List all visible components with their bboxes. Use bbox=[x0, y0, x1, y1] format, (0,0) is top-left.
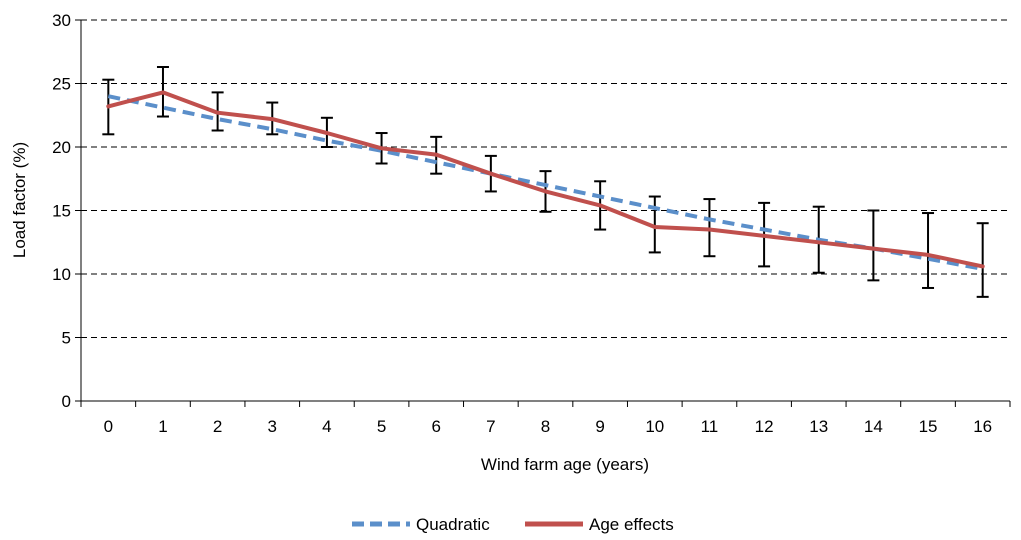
x-tick-label: 7 bbox=[486, 417, 495, 436]
x-tick-label: 0 bbox=[104, 417, 113, 436]
legend: Quadratic Age effects bbox=[352, 515, 674, 534]
y-axis-ticks: 0 5 10 15 20 25 30 bbox=[52, 11, 81, 411]
x-tick-label: 3 bbox=[268, 417, 277, 436]
x-tick-label: 11 bbox=[701, 417, 719, 436]
axes bbox=[80, 20, 1010, 402]
x-tick-label: 9 bbox=[595, 417, 604, 436]
x-tick-label: 12 bbox=[755, 417, 774, 436]
y-tick-label: 5 bbox=[62, 329, 71, 348]
y-axis-label: Load factor (%) bbox=[10, 142, 29, 258]
y-tick-label: 20 bbox=[52, 138, 71, 157]
y-tick-label: 10 bbox=[52, 265, 71, 284]
y-tick-label: 15 bbox=[52, 202, 71, 221]
x-tick-label: 16 bbox=[973, 417, 992, 436]
x-axis-ticks: 0 1 2 3 4 5 6 7 8 9 10 11 12 13 14 15 16 bbox=[80, 401, 1011, 436]
error-bars bbox=[102, 65, 989, 298]
y-tick-label: 25 bbox=[52, 75, 71, 94]
x-tick-label: 14 bbox=[864, 417, 883, 436]
x-tick-label: 15 bbox=[919, 417, 938, 436]
x-tick-label: 10 bbox=[645, 417, 664, 436]
x-tick-label: 8 bbox=[541, 417, 550, 436]
x-tick-label: 13 bbox=[809, 417, 828, 436]
x-tick-label: 1 bbox=[158, 417, 167, 436]
x-tick-label: 4 bbox=[322, 417, 331, 436]
x-tick-label: 6 bbox=[431, 417, 440, 436]
y-tick-label: 30 bbox=[52, 11, 71, 30]
x-tick-label: 5 bbox=[377, 417, 386, 436]
y-tick-label: 0 bbox=[62, 392, 71, 411]
series-lines bbox=[106, 90, 985, 271]
series-line-age-effects bbox=[106, 90, 985, 269]
legend-label-age-effects: Age effects bbox=[589, 515, 674, 534]
legend-label-quadratic: Quadratic bbox=[416, 515, 490, 534]
x-tick-label: 2 bbox=[213, 417, 222, 436]
x-axis-label: Wind farm age (years) bbox=[481, 455, 649, 474]
